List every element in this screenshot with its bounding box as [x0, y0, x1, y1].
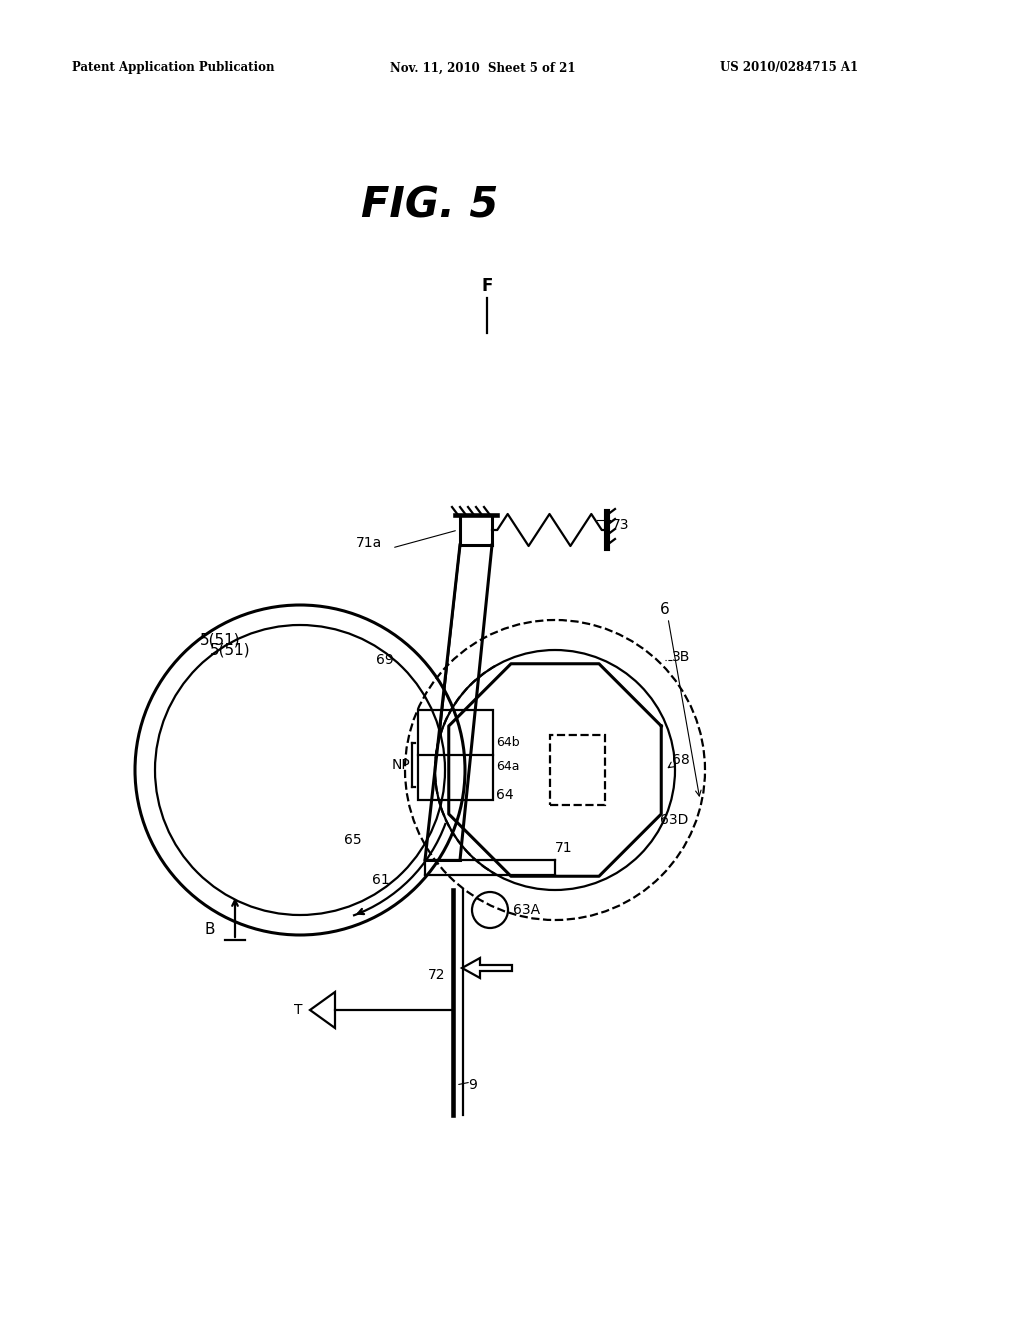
- Text: NP: NP: [391, 758, 410, 772]
- Text: 9: 9: [468, 1078, 477, 1092]
- Text: US 2010/0284715 A1: US 2010/0284715 A1: [720, 62, 858, 74]
- Text: Nov. 11, 2010  Sheet 5 of 21: Nov. 11, 2010 Sheet 5 of 21: [390, 62, 575, 74]
- Text: 64a: 64a: [496, 760, 519, 774]
- Text: 72: 72: [427, 968, 445, 982]
- Text: 3B: 3B: [672, 649, 690, 664]
- Text: F: F: [481, 277, 493, 294]
- Bar: [550, 735, 605, 805]
- Text: 68: 68: [672, 752, 690, 767]
- Text: 65: 65: [344, 833, 362, 847]
- Text: 64b: 64b: [496, 737, 519, 750]
- Text: Patent Application Publication: Patent Application Publication: [72, 62, 274, 74]
- Text: 61: 61: [373, 873, 390, 887]
- Text: 71: 71: [555, 841, 572, 855]
- Text: 69: 69: [376, 653, 394, 667]
- Text: T: T: [294, 1003, 302, 1016]
- Text: 5(51): 5(51): [210, 643, 250, 657]
- Text: 5(51): 5(51): [200, 632, 241, 648]
- Text: 6: 6: [660, 602, 670, 618]
- Text: 71a: 71a: [355, 536, 382, 550]
- Text: 63D: 63D: [660, 813, 688, 828]
- Text: FIG. 5: FIG. 5: [361, 183, 499, 226]
- Text: B: B: [205, 923, 215, 937]
- Text: 64: 64: [496, 788, 514, 803]
- Bar: [418, 710, 493, 800]
- Text: 73: 73: [612, 517, 630, 532]
- Text: 63A: 63A: [513, 903, 540, 917]
